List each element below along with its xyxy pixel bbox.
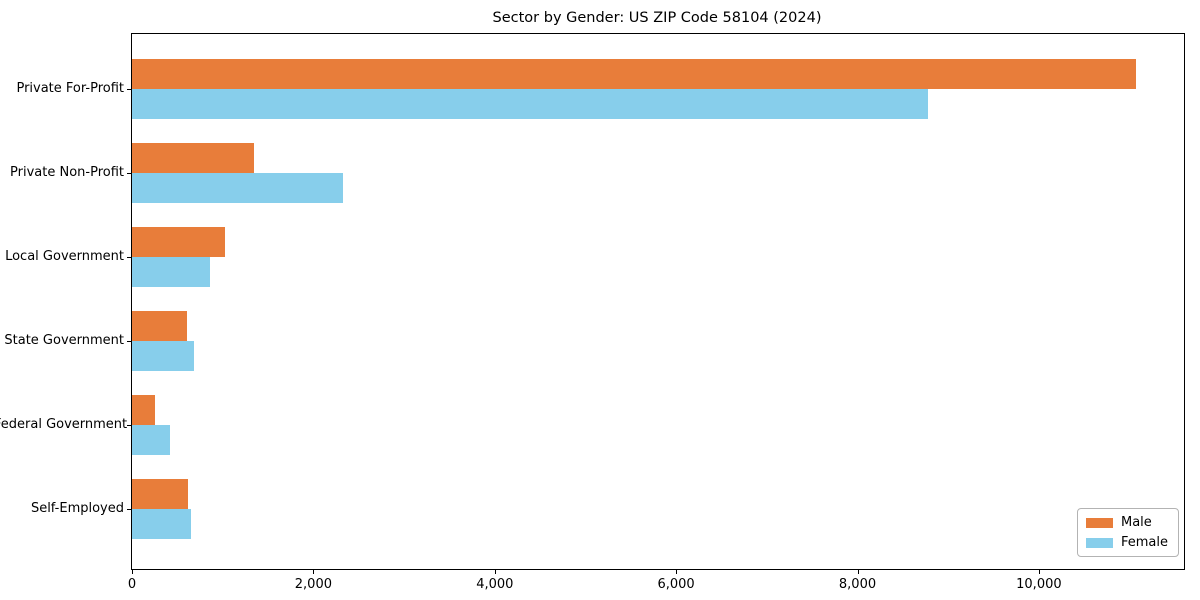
bar-female-local-government (132, 257, 210, 287)
y-axis-label-local-government: Local Government (5, 249, 124, 264)
y-tick-mark (127, 425, 132, 426)
legend-label-male: Male (1120, 515, 1152, 530)
y-axis-label-state-government: State Government (4, 333, 124, 348)
y-tick-mark (127, 257, 132, 258)
y-tick-mark (127, 89, 132, 90)
plot-area: Male Female Private For-Profit Private No… (0, 33, 1185, 592)
bar-male-private-for-profit (132, 59, 1136, 89)
y-axis-label-private-non-profit: Private Non-Profit (10, 165, 124, 180)
x-tick-label-0: 0 (127, 577, 137, 592)
bar-male-local-government (132, 227, 226, 257)
x-tick-mark (857, 569, 859, 574)
y-axis-label-private-for-profit: Private For-Profit (16, 81, 124, 96)
x-tick-label-10-000: 10,000 (1016, 577, 1062, 592)
y-axis-label-self-employed: Self-Employed (30, 501, 124, 516)
bar-male-self-employed (132, 479, 188, 509)
y-axis-label-federal-government: Federal Government (0, 417, 128, 432)
x-tick-mark (676, 569, 678, 574)
bar-male-private-non-profit (132, 143, 255, 173)
x-tick-label-2-000: 2,000 (294, 577, 332, 592)
x-tick-mark (1038, 569, 1040, 574)
y-tick-mark (127, 173, 132, 174)
x-tick-mark (132, 569, 133, 574)
x-tick-label-6-000: 6,000 (657, 577, 695, 592)
legend-label-female: Female (1120, 535, 1168, 550)
bar-male-state-government (132, 311, 188, 341)
legend-entry-male: Male (1085, 515, 1168, 530)
bar-female-private-for-profit (132, 89, 929, 119)
bar-female-self-employed (132, 509, 191, 539)
bar-female-federal-government (132, 425, 171, 455)
x-tick-label-8-000: 8,000 (838, 577, 877, 592)
y-tick-mark (127, 509, 132, 510)
bar-female-state-government (132, 341, 194, 371)
chart-title: Sector by Gender: US ZIP Code 58104 (202… (492, 10, 822, 26)
x-tick-mark (494, 569, 496, 574)
legend-entry-female: Female (1085, 535, 1168, 550)
y-tick-mark (127, 341, 132, 342)
male-color-swatch (1085, 517, 1113, 528)
female-color-swatch (1085, 537, 1113, 548)
x-tick-mark (313, 569, 315, 574)
bar-male-federal-government (132, 395, 155, 425)
bar-female-private-non-profit (132, 173, 344, 203)
x-tick-label-4-000: 4,000 (476, 577, 514, 592)
legend: Male Female (1076, 508, 1179, 557)
